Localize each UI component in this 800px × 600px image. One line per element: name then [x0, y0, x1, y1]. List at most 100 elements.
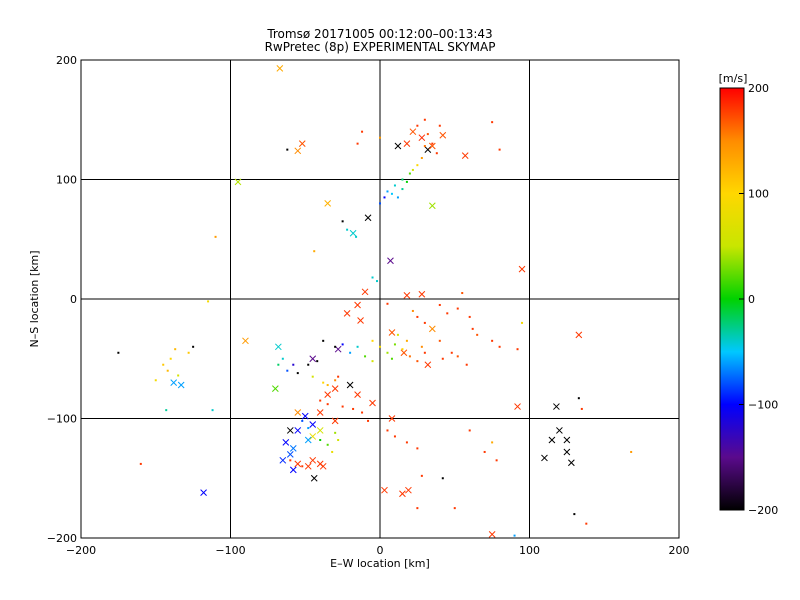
dot-marker [405, 339, 408, 342]
x-marker [439, 131, 447, 139]
x-marker [364, 214, 372, 222]
x-marker [316, 427, 324, 434]
dot-marker [446, 312, 449, 315]
dot-marker [301, 419, 304, 422]
dot-marker [319, 439, 322, 442]
dot-marker [456, 307, 459, 310]
dot-marker [393, 343, 396, 346]
chart-subtitle: RwPretec (8p) EXPERIMENTAL SKYMAP [265, 40, 496, 54]
dot-marker [423, 118, 426, 121]
dot-marker [396, 196, 399, 199]
dot-marker [453, 507, 456, 510]
x-marker [354, 391, 361, 398]
dot-marker [390, 357, 393, 360]
x-marker [274, 343, 282, 351]
dot-marker [341, 220, 344, 223]
dot-marker [356, 345, 359, 348]
dot-marker [411, 168, 414, 171]
dot-marker [379, 345, 381, 348]
dot-marker [405, 180, 408, 183]
x-marker [316, 409, 324, 416]
dot-marker [405, 441, 408, 444]
dot-marker [177, 374, 180, 377]
x-marker [343, 309, 351, 317]
x-marker [518, 265, 526, 273]
dot-marker [465, 363, 468, 366]
dot-marker [386, 351, 389, 354]
dot-marker [401, 188, 404, 191]
dot-marker [307, 427, 310, 430]
x-marker [388, 415, 396, 422]
x-marker [309, 355, 317, 363]
dot-marker [162, 363, 165, 366]
dot-marker [441, 357, 444, 360]
dot-marker [281, 357, 284, 360]
x-marker [553, 403, 560, 410]
x-marker [381, 486, 388, 494]
colorbar-tick-label: 0 [748, 293, 755, 306]
x-marker [428, 202, 436, 210]
dot-marker [326, 403, 329, 406]
x-marker [394, 142, 402, 150]
dot-marker [431, 142, 434, 145]
x-marker [286, 427, 294, 434]
dot-marker [326, 443, 329, 446]
dot-marker [371, 276, 374, 279]
dot-marker [441, 477, 444, 480]
x-axis-label: E–W location [km] [330, 557, 430, 570]
x-marker [568, 459, 575, 467]
x-marker [424, 361, 432, 369]
x-marker [388, 329, 396, 336]
dot-marker [438, 124, 441, 127]
dot-marker [476, 333, 479, 336]
x-marker [488, 531, 496, 538]
dot-marker [289, 459, 292, 462]
dot-marker [408, 172, 411, 175]
dot-marker [495, 459, 498, 462]
y-tick-label: 200 [56, 54, 77, 67]
dot-marker [438, 339, 441, 342]
x-marker [234, 178, 242, 186]
x-marker [548, 436, 556, 444]
dot-marker [423, 145, 426, 148]
x-marker [369, 399, 376, 407]
x-marker [310, 474, 318, 482]
x-tick-label: 100 [519, 544, 540, 557]
x-marker [282, 439, 290, 446]
dot-marker [580, 407, 583, 410]
dot-marker [277, 363, 280, 366]
x-marker [428, 142, 436, 150]
x-marker [354, 301, 361, 309]
dot-marker [307, 363, 310, 366]
dot-marker [401, 348, 404, 351]
x-tick-label: 200 [669, 544, 690, 557]
dot-marker [411, 309, 414, 312]
dot-marker [461, 292, 464, 295]
x-marker [424, 146, 432, 153]
x-marker [409, 128, 417, 136]
dot-marker [386, 190, 389, 193]
colorbar-unit-label: [m/s] [719, 72, 748, 85]
dot-marker [450, 351, 453, 354]
x-marker [399, 490, 406, 498]
dot-marker [435, 152, 438, 155]
dot-marker [423, 351, 426, 354]
dot-marker [207, 300, 210, 303]
dot-marker [416, 447, 419, 450]
x-tick-label: −200 [66, 544, 96, 557]
x-marker [319, 462, 327, 470]
x-marker [387, 257, 394, 265]
x-marker [301, 412, 309, 420]
dot-marker [491, 121, 494, 124]
dot-marker [211, 409, 214, 412]
dot-marker [498, 345, 501, 348]
y-tick-label: −200 [47, 532, 77, 545]
axes: −200 −100 0 100 200 −200 −100 0 100 200 [47, 54, 690, 557]
dot-marker [117, 351, 120, 354]
dot-marker [416, 164, 419, 167]
dot-marker [214, 235, 217, 238]
dot-marker [483, 450, 486, 453]
colorbar-tick-label: 100 [748, 188, 769, 201]
grid-lines [81, 60, 679, 538]
dot-marker [379, 136, 381, 139]
